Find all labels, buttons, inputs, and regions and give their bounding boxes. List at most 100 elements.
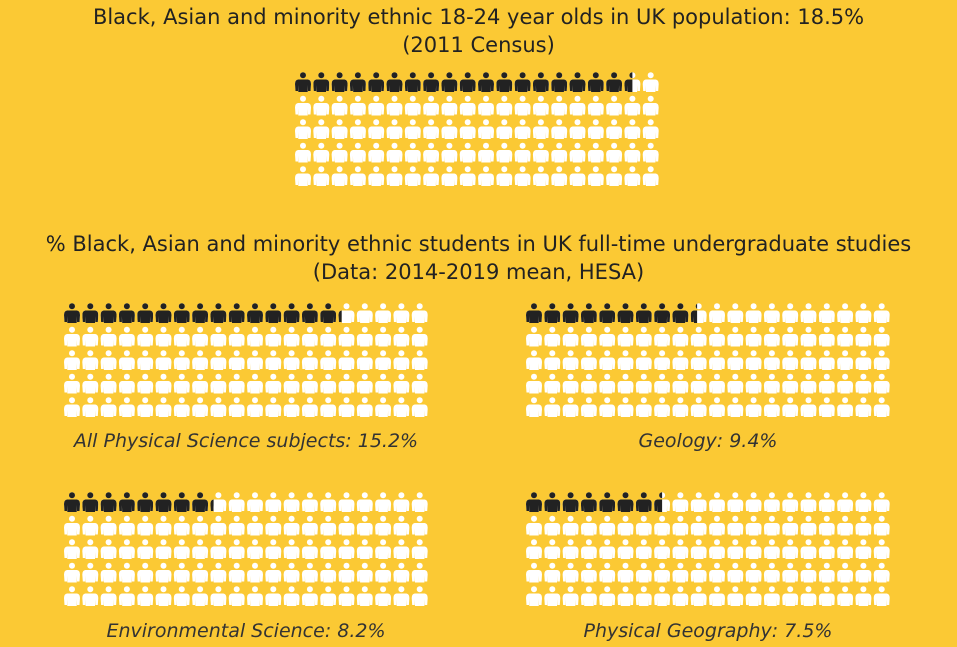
person-icon <box>320 539 337 559</box>
person-icon <box>301 492 318 512</box>
person-icon <box>356 562 373 583</box>
person-icon <box>295 119 311 139</box>
person-icon <box>228 492 245 512</box>
person-icon <box>617 586 634 606</box>
person-icon <box>356 397 373 417</box>
person-icon <box>562 539 579 559</box>
person-icon <box>192 350 209 370</box>
person-icon <box>654 397 671 417</box>
person-icon <box>478 119 494 139</box>
person-icon <box>228 373 245 394</box>
person-icon <box>551 95 568 116</box>
person-icon <box>873 350 890 370</box>
person-icon <box>100 586 117 606</box>
person-icon <box>562 515 579 536</box>
person-icon-highlighted <box>192 492 209 512</box>
person-icon <box>320 515 337 536</box>
person-icon <box>800 397 817 417</box>
person-icon <box>118 562 135 583</box>
person-icon <box>855 326 872 347</box>
person-icon <box>727 373 744 394</box>
person-icon <box>247 586 263 606</box>
person-icon-highlighted <box>599 303 616 323</box>
person-icon <box>690 350 707 370</box>
person-icon <box>423 95 440 116</box>
person-icon <box>635 397 652 417</box>
person-icon <box>228 562 245 583</box>
person-icon <box>818 350 835 370</box>
main-title: Black, Asian and minority ethnic 18-24 y… <box>92 5 865 29</box>
person-icon <box>496 119 513 139</box>
person-icon-highlighted <box>386 72 403 92</box>
person-icon <box>192 326 209 347</box>
person-icon <box>654 326 671 347</box>
person-icon <box>562 326 579 347</box>
person-icon-highlighted <box>496 72 513 92</box>
person-icon <box>441 142 458 163</box>
person-icon <box>873 303 890 323</box>
person-icon <box>599 373 616 394</box>
person-icon-highlighted <box>606 72 623 92</box>
person-icon <box>313 142 330 163</box>
person-icon <box>393 515 410 536</box>
pictogram-environmental-science <box>64 492 428 606</box>
person-icon <box>617 539 634 559</box>
person-icon <box>800 492 817 512</box>
person-icon-highlighted <box>580 492 597 512</box>
person-icon <box>210 397 227 417</box>
person-icon <box>782 397 799 417</box>
person-icon <box>606 119 623 139</box>
person-icon <box>818 326 835 347</box>
person-icon <box>873 562 890 583</box>
person-icon <box>837 397 854 417</box>
person-icon <box>478 142 494 163</box>
person-icon <box>544 539 561 559</box>
person-icon <box>356 350 373 370</box>
person-icon <box>855 303 872 323</box>
person-icon <box>654 539 671 559</box>
person-icon <box>837 515 854 536</box>
person-icon <box>393 492 410 512</box>
person-icon <box>295 166 311 186</box>
person-icon <box>727 539 744 559</box>
person-icon <box>654 373 671 394</box>
person-icon <box>587 95 604 116</box>
person-icon <box>642 119 659 139</box>
person-icon <box>441 95 458 116</box>
person-icon <box>100 350 117 370</box>
person-icon <box>745 539 762 559</box>
person-icon-highlighted <box>82 492 99 512</box>
person-icon <box>82 515 99 536</box>
person-icon <box>265 397 282 417</box>
pictogram-geology <box>526 303 890 417</box>
person-icon <box>301 350 318 370</box>
person-icon <box>247 373 263 394</box>
person-icon <box>368 95 385 116</box>
person-icon <box>320 397 337 417</box>
person-icon <box>690 586 707 606</box>
person-icon <box>375 303 392 323</box>
person-icon <box>690 492 707 512</box>
person-icon <box>873 492 890 512</box>
person-icon <box>173 397 190 417</box>
person-icon <box>672 350 689 370</box>
person-icon <box>635 515 652 536</box>
person-icon <box>818 373 835 394</box>
person-icon <box>375 492 392 512</box>
person-icon <box>635 562 652 583</box>
person-icon <box>587 142 604 163</box>
person-icon <box>617 562 634 583</box>
person-icon <box>368 142 385 163</box>
person-icon <box>192 562 209 583</box>
person-icon <box>551 119 568 139</box>
person-icon <box>782 373 799 394</box>
person-icon <box>423 119 440 139</box>
person-icon <box>265 326 282 347</box>
person-icon <box>818 397 835 417</box>
person-icon <box>301 562 318 583</box>
person-icon <box>599 350 616 370</box>
person-icon <box>356 539 373 559</box>
person-icon-highlighted <box>210 499 214 511</box>
person-icon <box>818 539 835 559</box>
person-icon <box>569 95 586 116</box>
